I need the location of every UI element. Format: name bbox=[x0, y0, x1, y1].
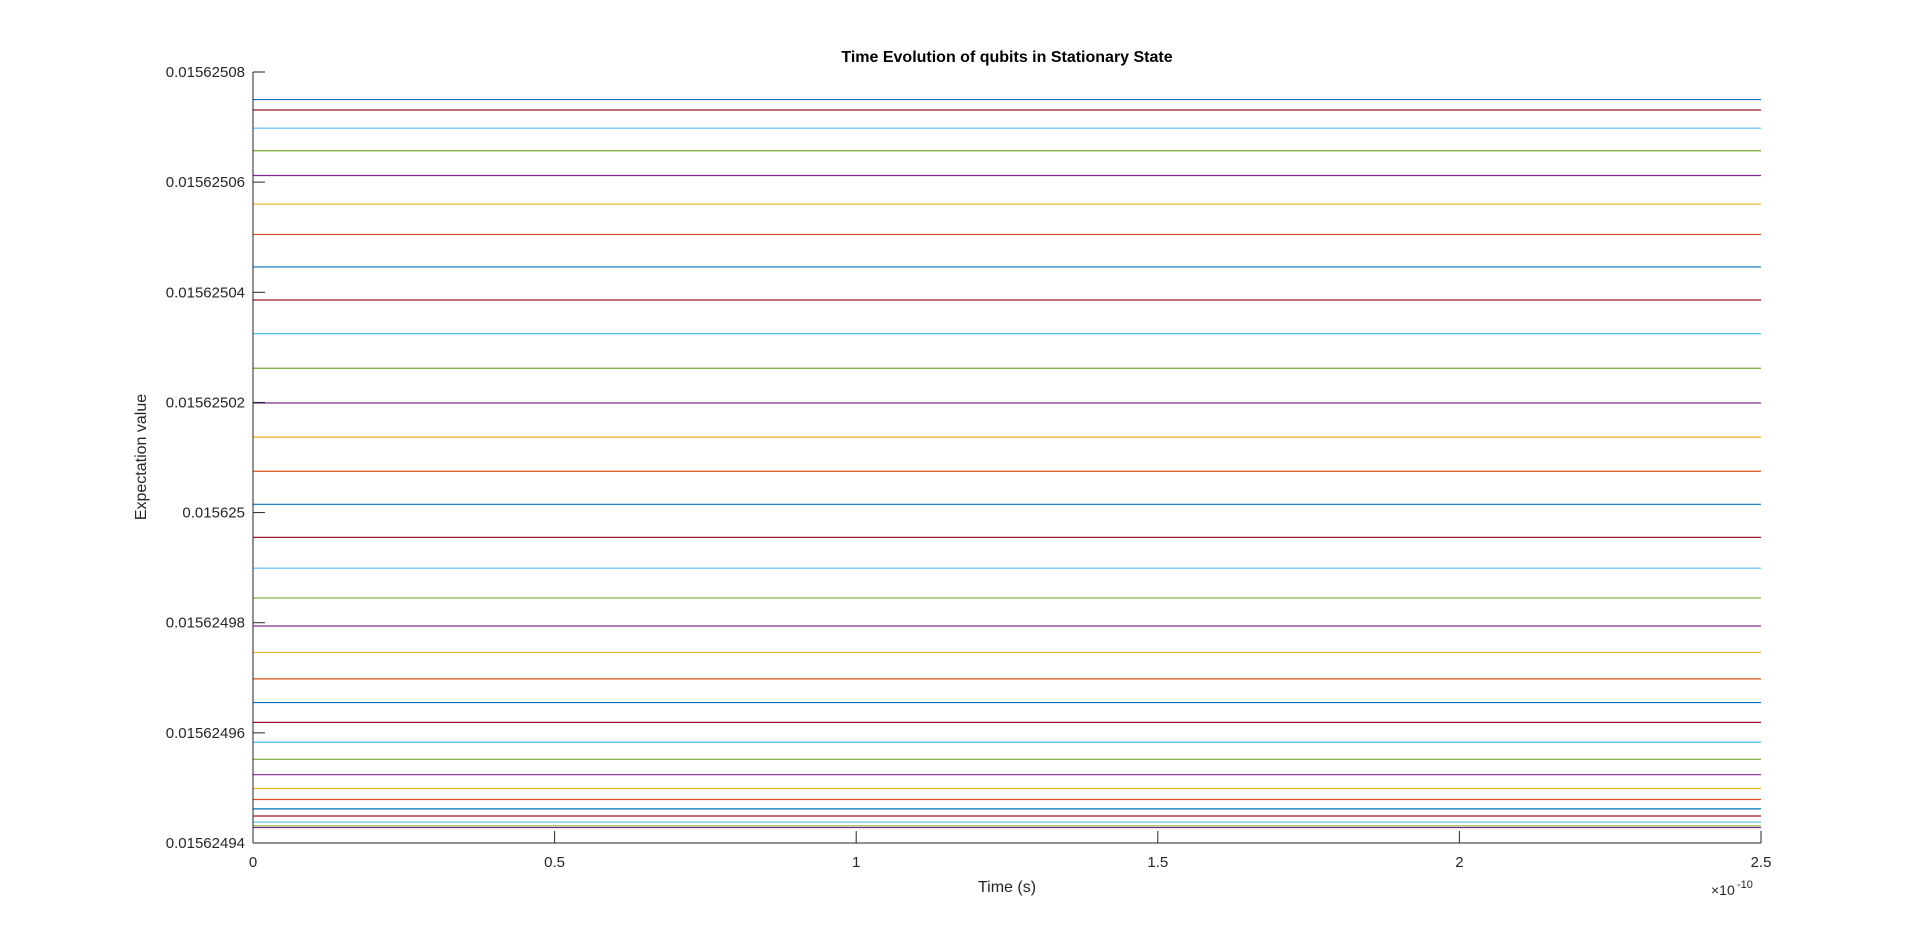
x-tick-label: 0 bbox=[249, 854, 257, 871]
series-layer bbox=[253, 98, 1761, 829]
x-tick-label: 2 bbox=[1455, 854, 1463, 871]
x-tick-label: 2.5 bbox=[1751, 854, 1772, 871]
y-tick-label: 0.01562496 bbox=[166, 725, 245, 742]
y-ticks: 0.01562494 0.01562496 0.01562498 0.015625 0.… bbox=[166, 64, 265, 852]
y-tick-label: 0.015625 bbox=[182, 505, 245, 522]
x-axis-label: Time (s) bbox=[978, 879, 1036, 896]
y-tick-label: 0.01562498 bbox=[166, 615, 245, 632]
y-tick-label: 0.01562494 bbox=[166, 835, 245, 852]
y-tick-label: 0.01562508 bbox=[166, 64, 245, 81]
x-tick-label: 1 bbox=[852, 854, 860, 871]
x-tick-label: 1.5 bbox=[1147, 854, 1168, 871]
x-ticks: 0 0.5 1 1.5 2 2.5 bbox=[249, 831, 1772, 871]
chart-title: Time Evolution of qubits in Stationary S… bbox=[841, 49, 1172, 66]
y-axis-label: Expectation value bbox=[133, 394, 150, 520]
y-tick-label: 0.01562502 bbox=[166, 394, 245, 411]
x-tick-label: 0.5 bbox=[544, 854, 565, 871]
y-tick-label: 0.01562506 bbox=[166, 174, 245, 191]
x-exponent-superscript: -10 bbox=[1737, 879, 1753, 891]
plot-area bbox=[253, 72, 1761, 843]
y-tick-label: 0.01562504 bbox=[166, 284, 245, 301]
x-exponent-label: ×10 bbox=[1711, 882, 1735, 898]
axes-layer bbox=[252, 72, 1761, 844]
